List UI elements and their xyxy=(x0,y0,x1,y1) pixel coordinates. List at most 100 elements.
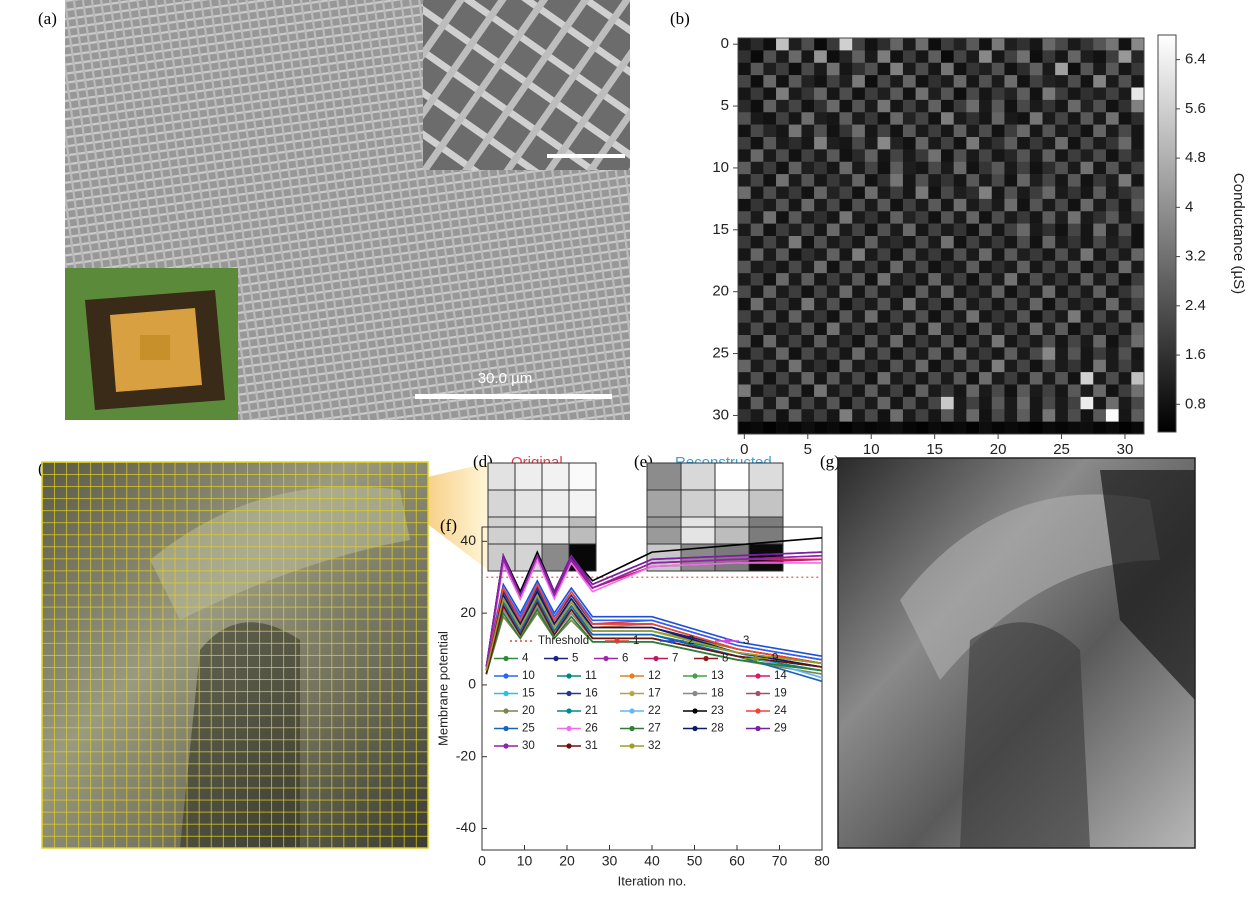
heatmap-cell xyxy=(865,38,878,51)
heatmap-cell xyxy=(1093,360,1106,373)
legend-label: 3 xyxy=(743,635,749,647)
heatmap-cell xyxy=(814,187,827,200)
heatmap-cell xyxy=(776,187,789,200)
heatmap-cell xyxy=(1004,286,1017,299)
heatmap-cell xyxy=(840,236,853,249)
heatmap-cell xyxy=(738,187,751,200)
legend-marker xyxy=(669,638,674,643)
heatmap-cell xyxy=(1004,50,1017,63)
heatmap-cell xyxy=(751,199,764,212)
heatmap-cell xyxy=(1106,298,1119,311)
heatmap-cell xyxy=(1131,286,1144,299)
heatmap-cell xyxy=(1119,125,1132,138)
heatmap-cell xyxy=(1106,88,1119,101)
heatmap-cell xyxy=(1055,397,1068,410)
heatmap-cell xyxy=(916,360,929,373)
heatmap-cell xyxy=(1131,125,1144,138)
heatmap-cell xyxy=(1043,162,1056,175)
heatmap-cell xyxy=(1017,298,1030,311)
heatmap-cell xyxy=(954,187,967,200)
heatmap-cell xyxy=(1068,286,1081,299)
heatmap-cell xyxy=(776,224,789,237)
heatmap-cell xyxy=(1131,409,1144,422)
heatmap-cell xyxy=(865,199,878,212)
heatmap-cell xyxy=(852,162,865,175)
heatmap-cell xyxy=(1030,397,1043,410)
legend-label: 25 xyxy=(522,723,535,735)
legend-marker xyxy=(566,673,571,678)
heatmap-cell xyxy=(1017,187,1030,200)
legend-label: 19 xyxy=(774,688,787,700)
heatmap-cell xyxy=(738,137,751,150)
heatmap-cell xyxy=(1055,422,1068,435)
heatmap-cell xyxy=(852,298,865,311)
heatmap-cell xyxy=(814,211,827,224)
heatmap-cell xyxy=(1004,100,1017,113)
heatmap-cell xyxy=(801,174,814,187)
heatmap-cell xyxy=(903,38,916,51)
heatmap-cell xyxy=(751,88,764,101)
heatmap-cell xyxy=(852,149,865,162)
heatmap-cell xyxy=(890,88,903,101)
heatmap-cell xyxy=(738,385,751,398)
heatmap-cell xyxy=(954,372,967,385)
heatmap-cell xyxy=(890,174,903,187)
heatmap-cell xyxy=(1093,236,1106,249)
heatmap-cell xyxy=(827,236,840,249)
y-tick-label: -40 xyxy=(456,819,476,835)
heatmap-cell xyxy=(1043,137,1056,150)
heatmap-cell xyxy=(1017,199,1030,212)
heatmap-cell xyxy=(878,323,891,336)
legend-label: 29 xyxy=(774,723,787,735)
heatmap-cell xyxy=(789,187,802,200)
heatmap-cell xyxy=(1119,137,1132,150)
heatmap-cell xyxy=(1093,422,1106,435)
heatmap-cell xyxy=(738,298,751,311)
heatmap-cell xyxy=(992,50,1005,63)
heatmap-cell xyxy=(1017,63,1030,76)
heatmap-cell xyxy=(916,286,929,299)
x-tick-label: 10 xyxy=(517,853,533,869)
heatmap-cell xyxy=(738,310,751,323)
heatmap-cell xyxy=(738,63,751,76)
heatmap-cell xyxy=(814,372,827,385)
heatmap-cell xyxy=(966,112,979,125)
heatmap-cell xyxy=(827,347,840,360)
heatmap-cell xyxy=(738,248,751,261)
heatmap-cell xyxy=(789,286,802,299)
heatmap-cell xyxy=(852,187,865,200)
heatmap-cell xyxy=(890,261,903,274)
line-chart: 01020304050607080-40-2002040Iteration no… xyxy=(435,527,830,888)
heatmap-cell xyxy=(992,273,1005,286)
legend-label: 9 xyxy=(772,653,778,665)
heatmap-cell xyxy=(852,125,865,138)
heatmap-cell xyxy=(1093,137,1106,150)
heatmap-cell xyxy=(903,323,916,336)
heatmap-cell xyxy=(814,409,827,422)
heatmap-cell xyxy=(1043,422,1056,435)
heatmap-cell xyxy=(1017,335,1030,348)
heatmap-cell xyxy=(1119,360,1132,373)
heatmap-cell xyxy=(878,236,891,249)
heatmap-cell xyxy=(1106,261,1119,274)
heatmap-cell xyxy=(801,422,814,435)
heatmap-cell xyxy=(954,75,967,88)
heatmap-cell xyxy=(789,149,802,162)
heatmap-cell xyxy=(827,199,840,212)
heatmap-cell xyxy=(814,347,827,360)
heatmap-cell xyxy=(1119,323,1132,336)
heatmap-cell xyxy=(751,100,764,113)
heatmap-cell xyxy=(928,372,941,385)
heatmap-cell xyxy=(1004,187,1017,200)
heatmap-cell xyxy=(814,261,827,274)
heatmap-cell xyxy=(903,335,916,348)
heatmap-cell xyxy=(916,38,929,51)
heatmap-cell xyxy=(840,88,853,101)
figure: (a) 30.0 µm (b) 051015202530051015202530… xyxy=(0,0,1257,902)
heatmap-cell xyxy=(1093,248,1106,261)
heatmap-cell xyxy=(738,211,751,224)
heatmap-cell xyxy=(1004,125,1017,138)
heatmap-cell xyxy=(1030,174,1043,187)
heatmap-cell xyxy=(1055,323,1068,336)
heatmap-cell xyxy=(941,75,954,88)
